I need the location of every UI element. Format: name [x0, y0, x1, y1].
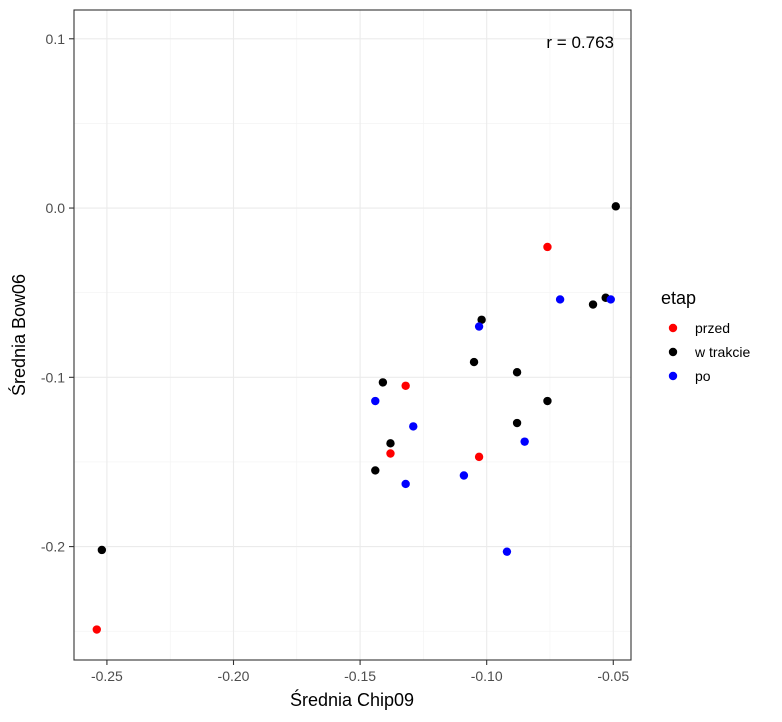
legend-marker — [668, 371, 678, 381]
data-point-w-trakcie — [588, 300, 598, 309]
data-point-przed — [386, 449, 395, 458]
x-tick-label: -0.25 — [91, 668, 123, 684]
data-point-po — [606, 295, 615, 304]
data-point-po — [502, 547, 512, 556]
data-point-w-trakcie — [477, 315, 486, 324]
x-axis-ticks: -0.25 -0.20 -0.15 -0.10 -0.05 — [91, 660, 629, 684]
data-point-po — [409, 422, 418, 431]
data-point-w-trakcie — [512, 418, 522, 428]
x-tick-label: -0.20 — [218, 668, 250, 684]
y-tick-label: 0.0 — [46, 200, 66, 216]
plot-background — [74, 10, 631, 660]
data-point-przed — [474, 452, 484, 462]
data-point-w-trakcie — [97, 545, 107, 555]
data-point-w-trakcie — [512, 368, 522, 377]
y-tick-label: -0.2 — [41, 539, 65, 555]
legend-label: w trakcie — [694, 344, 750, 360]
plot-border — [73, 9, 632, 661]
data-point-przed — [92, 625, 101, 634]
data-point-w-trakcie — [543, 396, 552, 406]
x-tick-label: -0.05 — [597, 668, 629, 684]
x-tick-label: -0.15 — [344, 668, 376, 684]
legend-marker — [668, 323, 678, 333]
legend-label: przed — [695, 320, 730, 336]
data-points — [92, 202, 621, 634]
data-point-w-trakcie — [371, 466, 380, 475]
legend-marker — [668, 347, 678, 357]
data-point-po — [401, 479, 410, 489]
data-point-w-trakcie — [386, 439, 395, 448]
data-point-po — [555, 295, 565, 304]
data-point-w-trakcie — [469, 357, 479, 367]
correlation-annotation: r = 0.763 — [546, 33, 614, 52]
legend-items: przed w trakcie po — [668, 320, 750, 384]
y-axis-ticks: -0.2 -0.1 0.0 0.1 — [41, 31, 74, 555]
legend-label: po — [695, 368, 711, 384]
y-tick-label: -0.1 — [41, 369, 65, 385]
legend-title: etap — [661, 288, 696, 308]
data-point-w-trakcie — [378, 378, 388, 387]
x-axis-title: Średnia Chip09 — [290, 689, 414, 710]
data-point-po — [371, 396, 380, 406]
x-tick-label: -0.10 — [471, 668, 503, 684]
legend: etap przed w trakcie po — [661, 288, 750, 384]
data-point-przed — [543, 242, 552, 252]
minor-gridlines — [74, 10, 631, 660]
data-point-przed — [401, 381, 410, 390]
data-point-po — [459, 471, 469, 480]
y-axis-title: Średnia Bow06 — [8, 274, 29, 396]
data-point-w-trakcie — [611, 202, 621, 211]
major-gridlines — [74, 10, 631, 660]
y-tick-label: 0.1 — [46, 31, 66, 47]
data-point-po — [474, 322, 484, 331]
data-point-po — [520, 437, 529, 446]
